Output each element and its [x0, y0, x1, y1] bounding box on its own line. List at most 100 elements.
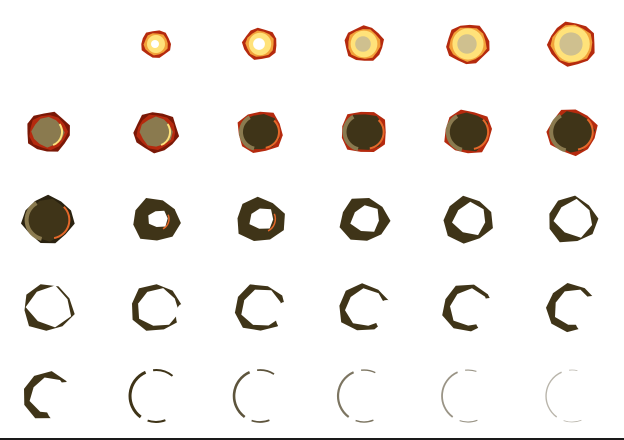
- sprite-frame: [416, 176, 520, 264]
- sprite-frame: [104, 176, 208, 264]
- wisp-left: [128, 370, 147, 419]
- explosion-frame-thin-ring: [339, 283, 399, 332]
- smoke-body: [24, 198, 71, 242]
- smoke-body: [550, 111, 595, 153]
- ring-hole: [25, 285, 72, 328]
- sprite-frame: [104, 264, 208, 352]
- explosion-frame-flash: [446, 24, 490, 65]
- explosion-frame-thin-ring: [442, 284, 505, 334]
- explosion-frame-flash: [141, 30, 171, 58]
- sprite-frame: [208, 0, 312, 88]
- sprite-frame: [312, 88, 416, 176]
- fading-smoke: [31, 116, 65, 148]
- thin-ring-gap: [45, 382, 88, 426]
- sprite-frame: [104, 352, 208, 440]
- explosion-frame-fading-flash: [27, 111, 70, 152]
- ring-ember: [267, 213, 277, 232]
- flash-core: [457, 34, 477, 54]
- sprite-frame: [312, 176, 416, 264]
- sprite-frame: [208, 176, 312, 264]
- wisp-group: [441, 369, 478, 423]
- wisp-group: [336, 369, 376, 423]
- sprite-frame: [208, 352, 312, 440]
- sprite-frame: [312, 264, 416, 352]
- smoke-body: [344, 114, 384, 150]
- fading-smoke: [139, 116, 173, 147]
- smoke-body: [446, 112, 489, 152]
- thin-ring-gap: [574, 296, 610, 336]
- sprite-frame: [520, 264, 624, 352]
- sprite-frame: [520, 352, 624, 440]
- explosion-frame-smoke-ring: [341, 111, 386, 152]
- flash-core: [559, 32, 583, 56]
- ember-streak: [369, 119, 385, 150]
- sprite-frame: [520, 176, 624, 264]
- wisp-bottom: [251, 419, 270, 423]
- flash-core: [151, 40, 159, 48]
- explosion-frame-wisp: [232, 369, 275, 423]
- wisp-group: [128, 369, 174, 423]
- wisp-bottom: [459, 419, 478, 423]
- wisp-bottom: [355, 419, 374, 423]
- sprite-frame: [416, 88, 520, 176]
- sprite-frame: [0, 176, 104, 264]
- wisp-bottom: [147, 419, 166, 423]
- explosion-frame-open-ring: [237, 196, 285, 241]
- sprite-frame: [520, 88, 624, 176]
- explosion-frame-smoke-ring: [444, 109, 492, 154]
- wisp-group: [545, 369, 582, 423]
- fading-highlight: [160, 123, 172, 146]
- explosion-frame-fading-flash: [133, 112, 180, 154]
- explosion-frame-wisp: [441, 369, 478, 423]
- explosion-frame-open-ring: [24, 284, 75, 331]
- sprite-frame: [416, 264, 520, 352]
- thin-ring-gap: [176, 304, 188, 328]
- explosion-frame-smoke-ring: [546, 109, 598, 157]
- fading-highlight: [52, 123, 64, 146]
- ring-ember: [162, 214, 170, 230]
- wisp-group: [232, 369, 275, 423]
- wisp-top: [569, 369, 578, 371]
- sprite-frame: [416, 352, 520, 440]
- explosion-frame-flash: [241, 27, 277, 60]
- sprite-frame: [312, 0, 416, 88]
- explosion-frame-open-ring: [339, 198, 391, 241]
- ember-streak: [473, 118, 490, 150]
- wisp-top: [257, 369, 275, 375]
- sprite-frame: [208, 88, 312, 176]
- ring-hole: [350, 205, 379, 232]
- explosion-frame-wisp: [128, 369, 174, 423]
- thin-ring-hole: [241, 289, 282, 326]
- wisp-top: [465, 369, 477, 372]
- wisp-left: [441, 371, 458, 418]
- thin-ring-gap: [474, 298, 505, 334]
- wisp-left: [232, 371, 251, 419]
- ember-streak: [265, 119, 281, 149]
- ember-streak: [53, 206, 71, 240]
- explosion-frame-open-ring: [443, 195, 493, 244]
- ember-streak: [577, 118, 594, 151]
- sprite-frame: [416, 0, 520, 88]
- explosion-frame-wisp: [545, 369, 582, 423]
- explosion-frame-open-ring: [549, 195, 599, 243]
- explosion-frame-flash: [546, 21, 595, 67]
- explosion-frame-open-ring: [133, 198, 181, 241]
- explosion-frame-thin-ring: [132, 284, 188, 331]
- sprite-frame: [520, 0, 624, 88]
- explosion-frame-thin-ring: [546, 283, 610, 336]
- explosion-frame-thin-ring: [234, 284, 294, 331]
- sprite-frame-empty: [0, 0, 104, 88]
- thin-ring-gap: [275, 302, 294, 330]
- smoke-shade: [445, 114, 463, 152]
- smoke-shade: [239, 115, 255, 151]
- wisp-bottom: [563, 419, 582, 423]
- smoke-body: [240, 114, 280, 150]
- explosion-frame-smoke-ring: [21, 194, 75, 244]
- sheet-bottom-border: [0, 438, 624, 440]
- thin-ring-hole: [138, 288, 180, 326]
- ring-hole: [148, 210, 168, 227]
- wisp-top: [361, 369, 376, 374]
- ring-hole: [452, 201, 486, 236]
